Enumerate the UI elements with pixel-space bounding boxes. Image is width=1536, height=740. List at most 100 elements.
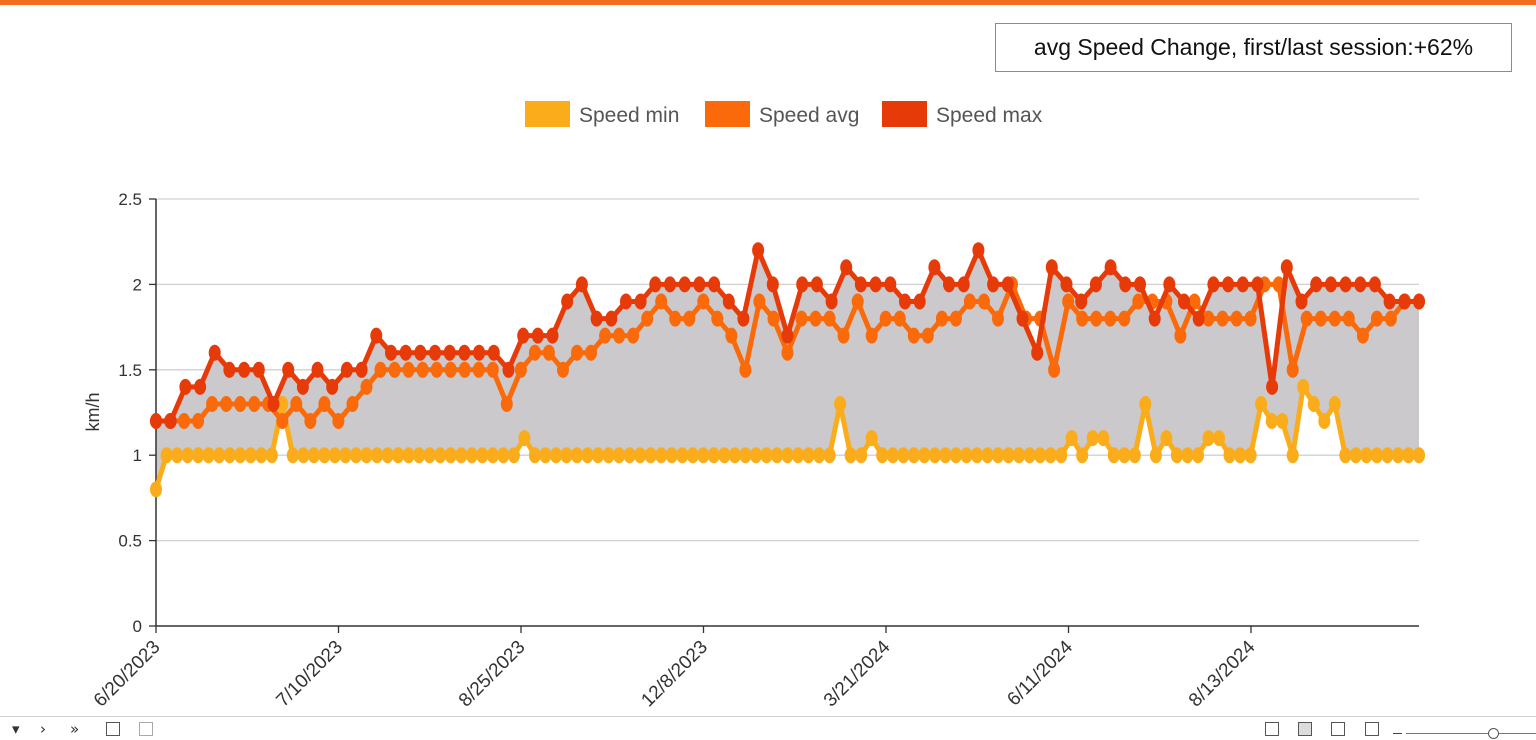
data-point: [444, 447, 457, 464]
data-point: [1188, 293, 1201, 310]
data-point: [355, 361, 368, 378]
data-point: [1324, 276, 1337, 293]
data-point: [613, 327, 626, 344]
new-sheet-icon[interactable]: [106, 722, 120, 736]
page-layout-icon[interactable]: [1298, 722, 1312, 736]
data-point: [683, 310, 696, 327]
data-point: [796, 276, 809, 293]
data-point: [665, 447, 678, 464]
data-point: [517, 327, 530, 344]
data-point: [823, 447, 836, 464]
data-point: [1034, 447, 1047, 464]
data-point: [1213, 430, 1225, 447]
data-point: [722, 293, 735, 310]
data-point: [592, 447, 604, 464]
data-point: [590, 310, 603, 327]
data-point: [1202, 310, 1215, 327]
data-point: [753, 293, 766, 310]
data-point: [443, 344, 456, 361]
data-point: [1342, 310, 1355, 327]
data-point: [1031, 344, 1044, 361]
data-point: [669, 310, 682, 327]
data-point: [1368, 276, 1381, 293]
zoom-out-icon[interactable]: [1393, 733, 1402, 734]
data-point: [1234, 447, 1247, 464]
data-point: [473, 344, 486, 361]
data-point: [1023, 447, 1036, 464]
sheet-dropdown-icon[interactable]: ▾: [12, 720, 20, 738]
data-point: [978, 293, 990, 310]
data-point: [752, 242, 765, 259]
data-point: [282, 361, 295, 378]
data-point: [1118, 447, 1131, 464]
data-point: [739, 447, 752, 464]
status-bar: ▾ › »: [0, 716, 1536, 740]
data-point: [550, 447, 562, 464]
data-point: [1370, 447, 1383, 464]
data-point: [276, 413, 289, 429]
data-point: [571, 447, 583, 464]
data-point: [921, 327, 934, 344]
data-point: [605, 310, 618, 327]
normal-view-icon[interactable]: [1265, 722, 1279, 736]
data-point: [1328, 310, 1341, 327]
data-point: [318, 396, 331, 412]
data-point: [1310, 276, 1323, 293]
data-point: [649, 276, 662, 293]
data-point: [893, 310, 906, 327]
data-point: [1398, 293, 1411, 310]
data-point: [928, 259, 941, 276]
data-point: [585, 344, 597, 361]
page-break-icon[interactable]: [1331, 722, 1345, 736]
data-point: [486, 447, 499, 464]
data-point: [1251, 276, 1264, 293]
data-point: [381, 447, 394, 464]
data-point: [1076, 447, 1089, 464]
data-point: [728, 447, 741, 464]
data-point: [1295, 293, 1308, 310]
data-point: [476, 447, 489, 464]
data-point: [1013, 447, 1025, 464]
data-point: [571, 344, 583, 361]
data-point: [918, 447, 931, 464]
data-point: [444, 361, 457, 378]
data-point: [1297, 378, 1310, 395]
data-point: [781, 327, 794, 344]
data-point: [802, 447, 815, 464]
data-point: [326, 378, 339, 395]
data-point: [1370, 310, 1383, 327]
zoom-slider[interactable]: [1406, 733, 1536, 734]
data-point: [1192, 447, 1204, 464]
data-point: [1236, 276, 1249, 293]
data-point: [290, 396, 303, 412]
data-point: [837, 327, 850, 344]
zoom-slider-thumb[interactable]: [1488, 728, 1499, 739]
data-point: [664, 276, 676, 293]
last-sheet-icon[interactable]: »: [70, 720, 80, 738]
data-point: [430, 361, 443, 378]
legend-label: Speed min: [579, 104, 679, 127]
data-point: [844, 447, 857, 464]
data-point: [350, 447, 362, 464]
x-tick-label: 6/20/2023: [90, 637, 165, 712]
data-point: [939, 447, 952, 464]
data-point: [234, 396, 247, 412]
data-point: [928, 447, 941, 464]
chart: Speed min Speed avg Speed max 0 0.5 1 1.5 2 2.5…: [83, 101, 1425, 712]
next-sheet-icon[interactable]: ›: [40, 720, 46, 738]
data-point: [1104, 259, 1117, 276]
data-point: [370, 327, 383, 344]
data-point: [1413, 293, 1425, 310]
data-point: [392, 447, 405, 464]
data-point: [360, 447, 373, 464]
data-point: [840, 259, 853, 276]
data-point: [507, 447, 520, 464]
reading-view-icon[interactable]: [1365, 722, 1379, 736]
data-point: [465, 447, 478, 464]
data-point: [1328, 396, 1341, 412]
data-point: [1300, 310, 1313, 327]
data-point: [854, 276, 867, 293]
duplicate-sheet-icon[interactable]: [139, 722, 153, 736]
y-tick-label: 1.5: [118, 361, 142, 380]
data-point: [809, 310, 822, 327]
